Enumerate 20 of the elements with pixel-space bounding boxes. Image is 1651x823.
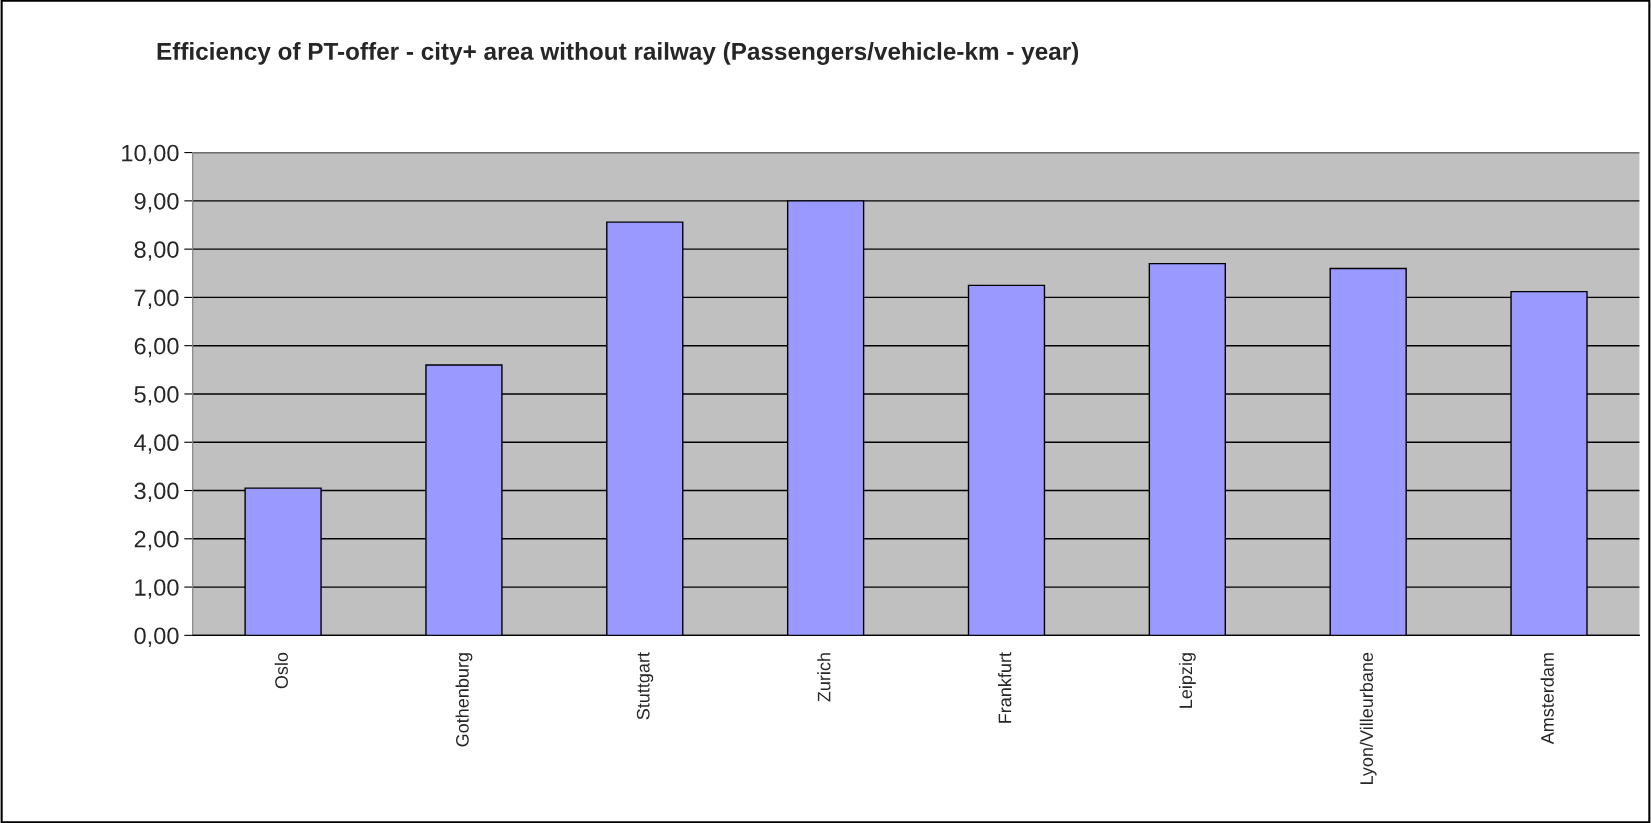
y-tick-label: 8,00 <box>134 241 179 261</box>
x-tick-label: Zurich <box>817 653 831 702</box>
chart-title: Efficiency of PT-offer - city+ area without railway (Passengers/vehicle-km - year) <box>157 42 1079 65</box>
y-tick-label: 6,00 <box>134 337 179 358</box>
y-tick-label: 1,00 <box>135 579 179 599</box>
y-tick-label: 5,00 <box>134 386 179 406</box>
x-tick-label: Stuttgart <box>636 652 654 720</box>
x-tick-label: Leipzig <box>1178 653 1196 708</box>
x-tick-label: Amsterdam <box>1540 653 1554 745</box>
x-tick-label: Lyon/Villeurbane <box>1359 652 1377 785</box>
x-tick-label: Oslo <box>274 652 288 689</box>
y-tick-label: 9,00 <box>134 192 179 213</box>
y-tick-label: 2,00 <box>134 530 179 551</box>
y-tick-label: 3,00 <box>134 482 179 503</box>
y-tick-label: 0,00 <box>134 627 179 647</box>
y-tick-label: 7,00 <box>134 289 179 309</box>
x-tick-label: Frankfurt <box>998 652 1012 723</box>
x-tick-label: Gothenburg <box>455 653 473 747</box>
y-tick-label: 10,00 <box>122 144 179 165</box>
y-tick-label: 4,00 <box>134 434 179 454</box>
